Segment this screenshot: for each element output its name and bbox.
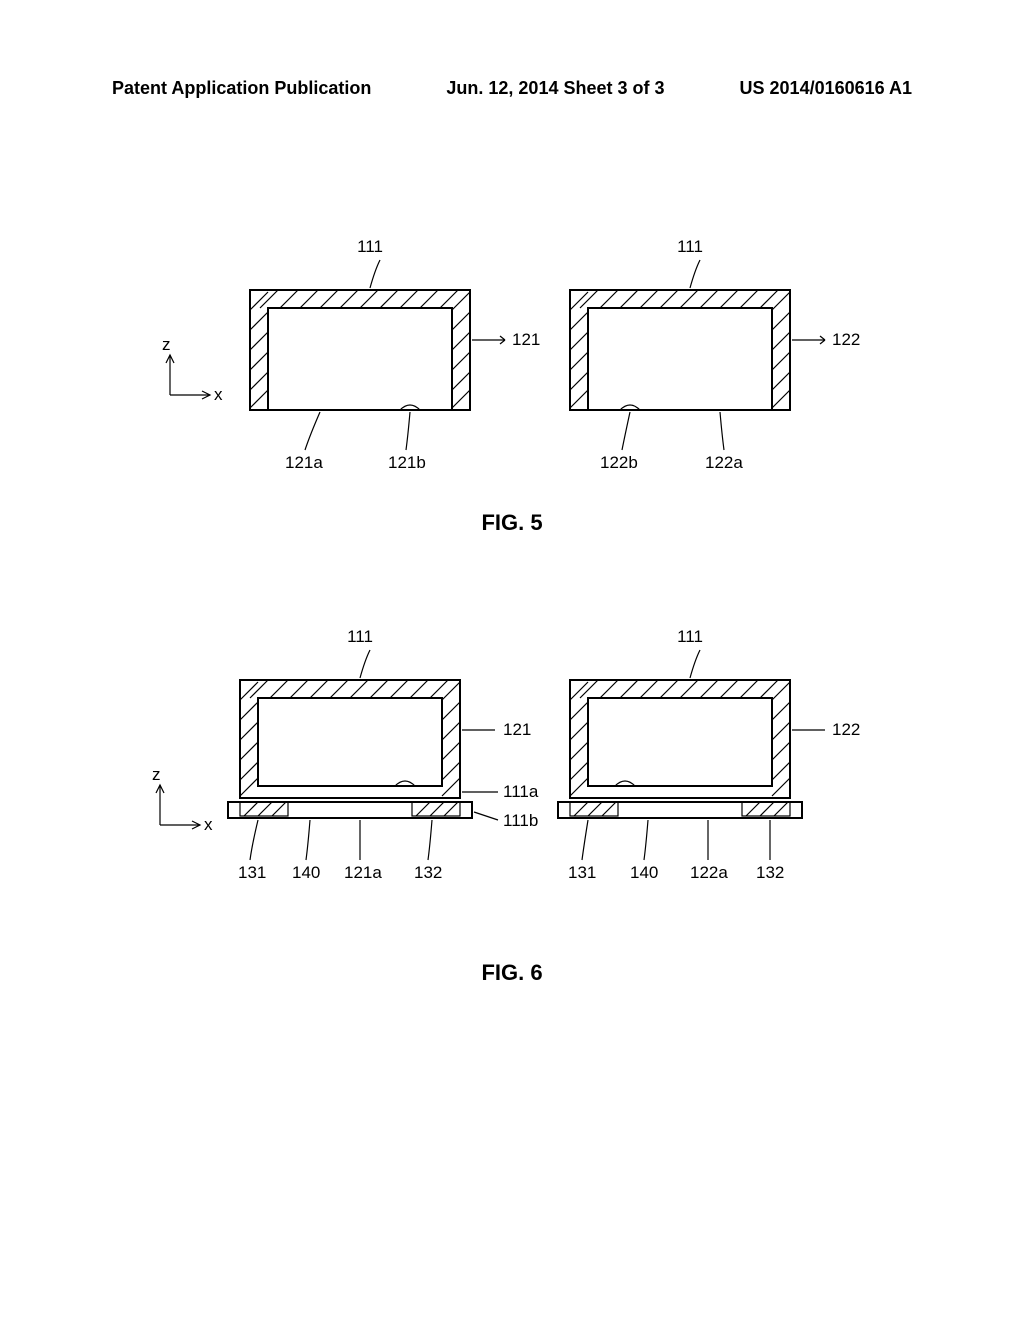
label-122a: 122a [705, 453, 743, 472]
fig6-right: 111 122 131 140 122a 132 [558, 627, 860, 882]
header-right: US 2014/0160616 A1 [740, 78, 912, 99]
label-132-r: 132 [756, 863, 784, 882]
fig5-caption: FIG. 5 [481, 510, 542, 536]
axis-z-6: z [152, 765, 161, 784]
label-122a-6: 122a [690, 863, 728, 882]
page-header: Patent Application Publication Jun. 12, … [0, 78, 1024, 99]
figure-6: z x [0, 620, 1024, 950]
fig5-right-box: 111 122 122b 122a [570, 237, 860, 472]
label-132-l: 132 [414, 863, 442, 882]
axis-indicator [166, 355, 210, 399]
label-111-r6: 111 [677, 627, 703, 646]
fig6-caption: FIG. 6 [481, 960, 542, 986]
label-140-r: 140 [630, 863, 658, 882]
axis-x-6: x [204, 815, 213, 834]
label-122: 122 [832, 330, 860, 349]
axis-x: x [214, 385, 223, 404]
header-center: Jun. 12, 2014 Sheet 3 of 3 [446, 78, 664, 99]
label-122b: 122b [600, 453, 638, 472]
label-121a-6: 121a [344, 863, 382, 882]
label-121a: 121a [285, 453, 323, 472]
label-111a: 111a [503, 782, 539, 801]
label-121: 121 [512, 330, 540, 349]
axis-indicator-6 [156, 785, 200, 829]
header-left: Patent Application Publication [112, 78, 371, 99]
label-111-l: 111 [357, 237, 383, 256]
label-121b: 121b [388, 453, 426, 472]
label-140-l: 140 [292, 863, 320, 882]
label-131-l: 131 [238, 863, 266, 882]
fig5-left-box: 111 121 121a 121b [250, 237, 540, 472]
label-121-6: 121 [503, 720, 531, 739]
figure-5: z x 111 121 [0, 230, 1024, 510]
label-111b: 111b [503, 811, 538, 830]
label-111-l6: 111 [347, 627, 373, 646]
label-122-6: 122 [832, 720, 860, 739]
label-111-r: 111 [677, 237, 703, 256]
axis-z: z [162, 335, 171, 354]
fig6-left: 111 121 111a 111b 131 140 121a 132 [228, 627, 539, 882]
label-131-r: 131 [568, 863, 596, 882]
